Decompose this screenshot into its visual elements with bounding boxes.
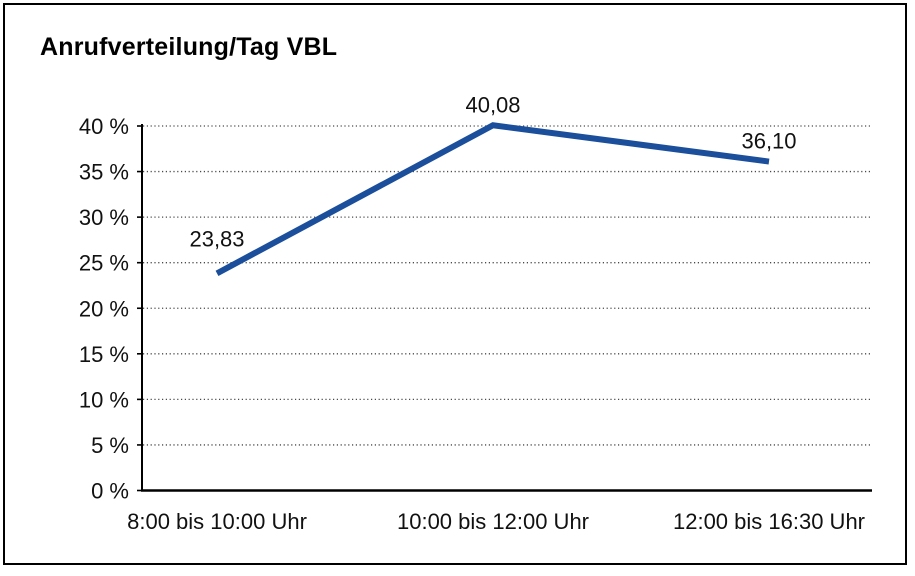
y-tick-label: 35 % [79, 160, 129, 185]
y-tick-label: 40 % [79, 114, 129, 139]
y-tick-label: 5 % [91, 433, 129, 458]
series-line [215, 122, 770, 276]
x-category-label: 12:00 bis 16:30 Uhr [673, 509, 865, 534]
data-point-label: 36,10 [741, 129, 796, 154]
chart-border-frame [3, 3, 907, 565]
x-category-label: 8:00 bis 10:00 Uhr [127, 509, 307, 534]
y-tick-label: 15 % [79, 342, 129, 367]
data-point-label: 40,08 [465, 92, 520, 117]
x-category-label: 10:00 bis 12:00 Uhr [397, 509, 589, 534]
y-tick-label: 25 % [79, 251, 129, 276]
chart-title: Anrufverteilung/Tag VBL [40, 33, 338, 61]
y-tick-label: 20 % [79, 296, 129, 321]
y-tick-label: 10 % [79, 387, 129, 412]
y-tick-label: 30 % [79, 205, 129, 230]
data-point-label: 23,83 [189, 226, 244, 251]
y-tick-label: 0 % [91, 479, 129, 504]
